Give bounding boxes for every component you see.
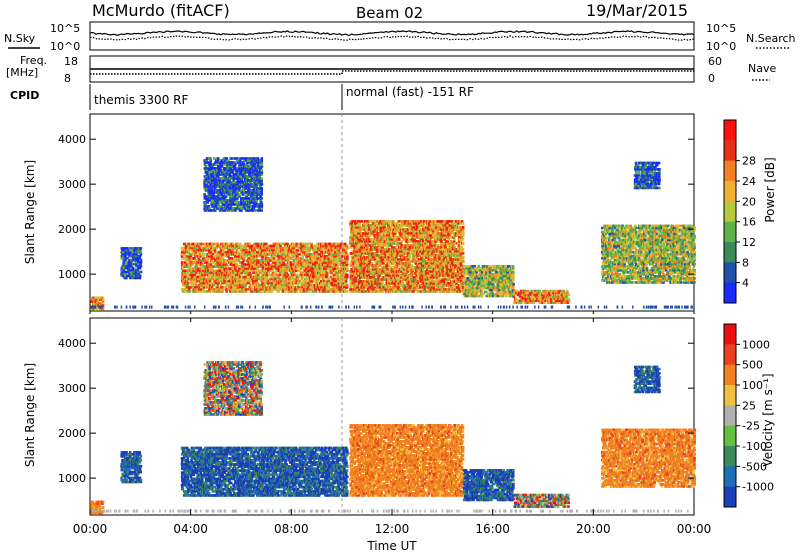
nsearch-label: N.Search [746, 32, 796, 45]
echo-cell [102, 298, 105, 301]
echo-cell [346, 290, 349, 293]
noise-tick-left-top: 10^5 [50, 22, 80, 35]
freq-unit: [MHz] [6, 66, 38, 79]
cpid-label: CPID [10, 89, 39, 102]
echo-cell [346, 274, 349, 277]
cpid-segment-2: normal (fast) -151 RF [346, 85, 474, 99]
echo-cell [260, 201, 263, 204]
nave-tick-bottom: 0 [708, 72, 715, 85]
nsky-label: N.Sky [4, 32, 36, 45]
noise-tick-right-top: 10^5 [706, 22, 736, 35]
echo-cell [140, 271, 143, 274]
echo-cell [346, 245, 349, 248]
nave-label: Nave [748, 62, 776, 75]
echo-cell [203, 253, 206, 256]
date-label: 19/Mar/2015 [586, 1, 688, 20]
beam-label: Beam 02 [356, 4, 423, 22]
echo-cell [261, 169, 264, 172]
noise-tick-left-bottom: 10^0 [50, 40, 80, 53]
freq-tick-bottom: 8 [64, 72, 71, 85]
echo-cell [140, 247, 143, 250]
echo-cell [260, 187, 263, 190]
echo-cell [209, 157, 212, 160]
station-title: McMurdo (fitACF) [92, 1, 230, 20]
cpid-segment-1: themis 3300 RF [94, 93, 188, 107]
echo-cell [260, 177, 263, 180]
echo-cell [254, 209, 257, 212]
echo-cell [140, 251, 143, 254]
echo-cell [346, 253, 349, 256]
echo-cell [140, 259, 143, 262]
nave-tick-top: 60 [708, 55, 722, 68]
echo-cell [390, 232, 393, 235]
echo-cell [189, 290, 192, 293]
echo-cell [261, 157, 264, 160]
echo-cell [346, 284, 349, 287]
freq-tick-top: 18 [64, 55, 78, 68]
echo-cell [260, 197, 263, 200]
echo-cell [188, 243, 191, 246]
echo-cell [139, 275, 142, 278]
noise-panel [90, 22, 694, 50]
noise-tick-right-bottom: 10^0 [706, 40, 736, 53]
echo-cell [213, 255, 216, 258]
echo-cell [234, 163, 237, 166]
